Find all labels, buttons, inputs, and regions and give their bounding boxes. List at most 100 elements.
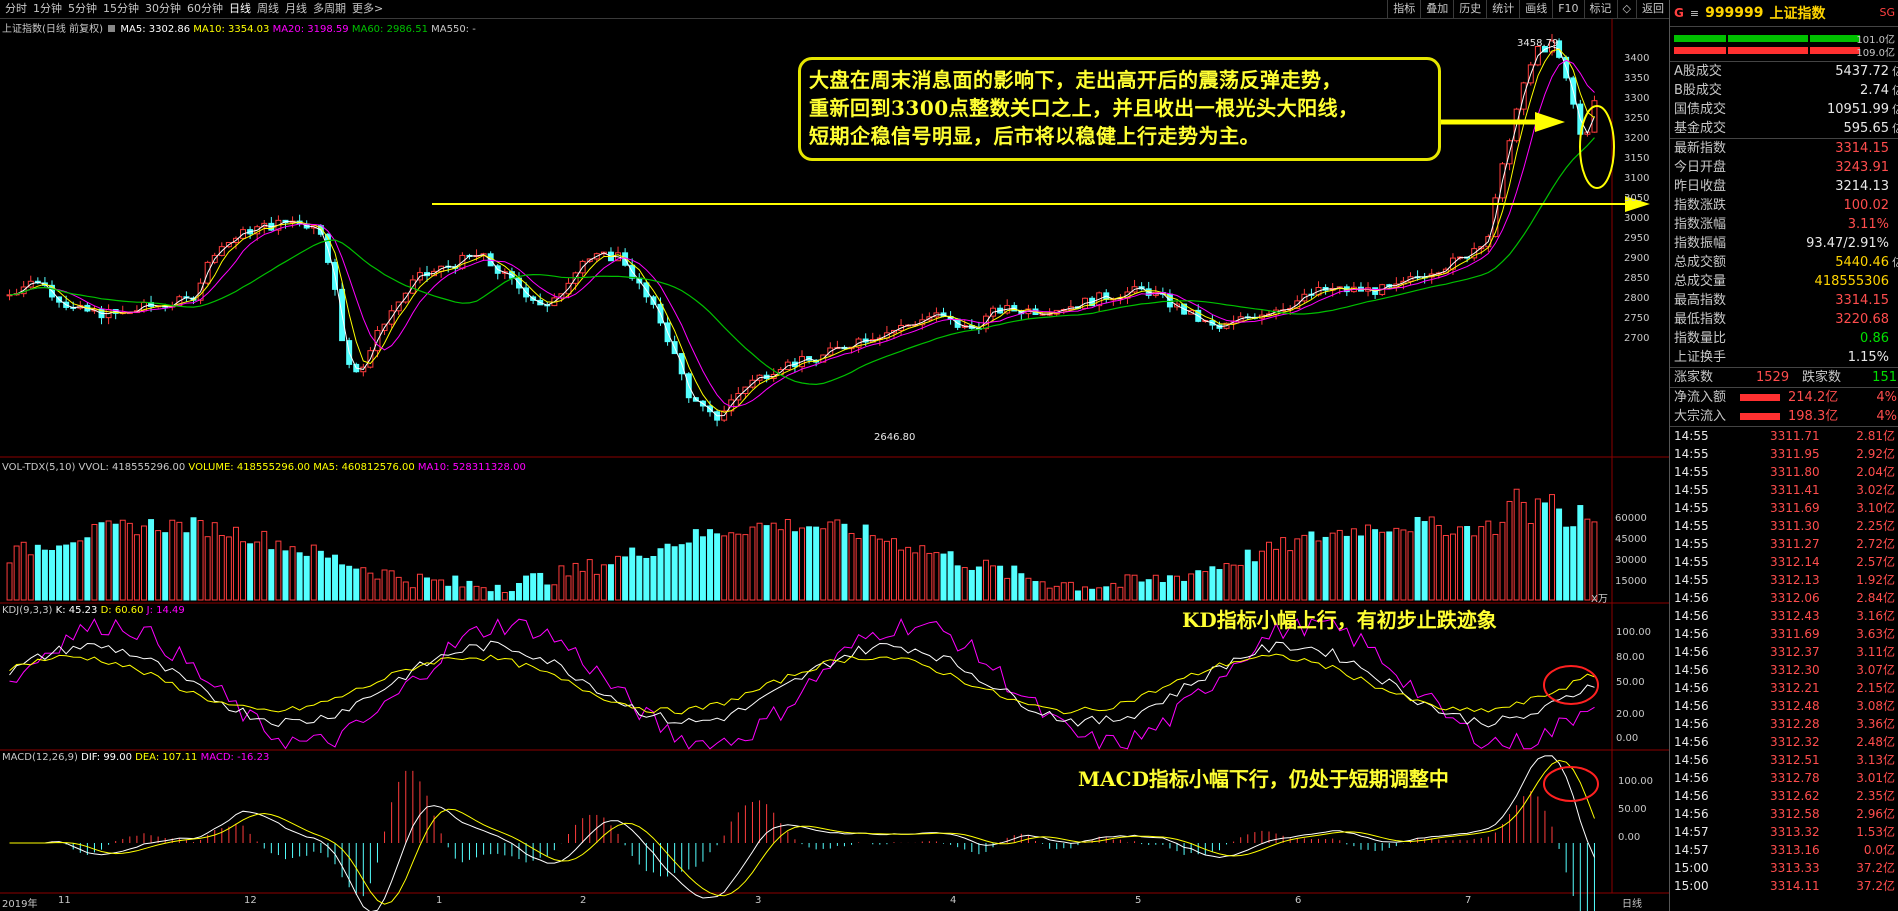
volume-bar xyxy=(537,572,544,601)
tab-4[interactable]: 30分钟 xyxy=(145,2,181,15)
ma5-line xyxy=(9,45,1595,417)
volume-bar xyxy=(501,592,508,601)
kdj-j-line xyxy=(9,617,1595,750)
volume-bar xyxy=(1301,534,1308,601)
volume-bar xyxy=(1124,574,1131,601)
tick-list[interactable]: 14:55 3311.71 2.81亿 14:55 3311.95 2.92亿 14:55 3… xyxy=(1670,426,1898,895)
quote-row-label: 基金成交 xyxy=(1674,121,1727,136)
callout-arrow-head-icon xyxy=(1535,112,1565,132)
breadth-row: 涨家数 1529 跌家数 151 xyxy=(1670,367,1898,387)
tab-0[interactable]: 分时 xyxy=(5,2,27,15)
tab-10[interactable]: 更多> xyxy=(352,2,384,15)
tick-time: 14:55 xyxy=(1674,537,1709,551)
tick-time: 14:56 xyxy=(1674,717,1709,731)
volume-bar xyxy=(1223,563,1230,601)
tick-row: 14:56 3312.62 2.35亿 xyxy=(1670,787,1898,805)
tick-price: 3314.11 xyxy=(1770,879,1820,893)
tool-button-2[interactable]: 历史 xyxy=(1453,0,1486,18)
tool-button-4[interactable]: 画线 xyxy=(1519,0,1552,18)
volume-bar xyxy=(1414,516,1421,601)
macd-tick-label: 100.00 xyxy=(1618,776,1653,787)
volume-bar xyxy=(1110,582,1117,601)
volume-bar xyxy=(1435,524,1442,601)
volume-bar xyxy=(898,549,905,601)
volume-bar xyxy=(247,543,254,601)
volume-bar xyxy=(1131,574,1138,601)
tick-volume: 3.01亿 xyxy=(1856,771,1895,785)
tab-2[interactable]: 5分钟 xyxy=(68,2,97,15)
volume-bar xyxy=(1251,561,1258,601)
tick-row: 14:55 3311.69 3.10亿 xyxy=(1670,499,1898,517)
volume-bar xyxy=(438,579,445,601)
tab-1[interactable]: 1分钟 xyxy=(33,2,62,15)
kdj-legend: KDJ(9,3,3) K: 45.23 D: 60.60 J: 14.49 xyxy=(2,605,185,616)
volume-bar xyxy=(1060,582,1067,601)
tick-volume: 2.04亿 xyxy=(1856,465,1895,479)
menu-icon[interactable]: ≡ xyxy=(1689,6,1700,20)
flow-rows: 净流入额 214.2亿 4% 大宗流入 198.3亿 4% xyxy=(1670,387,1898,426)
quote-row-label: 指数量比 xyxy=(1674,331,1727,346)
quote-row-value: 5440.46 xyxy=(1835,255,1889,270)
chart-area[interactable]: 分时 1分钟 5分钟 15分钟 30分钟 60分钟 日线 周线 月线 多周期 更多> 指标 叠加 历史统… xyxy=(0,0,1669,911)
quote-header: G ≡ 999999 上证指数 SG xyxy=(1670,0,1898,27)
volume-bar xyxy=(1138,581,1145,601)
tick-price: 3311.30 xyxy=(1770,519,1820,533)
volume-bar xyxy=(1428,516,1435,601)
flow-label: 大宗流入 xyxy=(1674,409,1727,424)
quote-row-unit: 亿 xyxy=(1892,103,1898,116)
volume-bar xyxy=(34,544,41,601)
volume-bar xyxy=(820,528,827,601)
volume-bar xyxy=(367,572,374,601)
volume-bar xyxy=(27,554,34,601)
bar-label-2: 109.0亿 xyxy=(1856,48,1895,59)
tool-button-7[interactable]: ◇ xyxy=(1616,0,1636,18)
tool-button-6[interactable]: 标记 xyxy=(1583,0,1617,18)
volume-bar xyxy=(466,580,473,601)
volume-bar xyxy=(827,521,834,601)
date-tick-label: 12 xyxy=(244,895,257,906)
tick-row: 15:00 3314.11 37.2亿 xyxy=(1670,877,1898,895)
tool-button-0[interactable]: 指标 xyxy=(1387,0,1420,18)
volume-bar xyxy=(155,530,162,601)
volume-bar xyxy=(565,575,572,601)
volume-bar xyxy=(296,552,303,601)
volume-bar xyxy=(1046,587,1053,601)
tab-5[interactable]: 60分钟 xyxy=(187,2,223,15)
volume-bar xyxy=(777,529,784,601)
tick-price: 3312.32 xyxy=(1770,735,1820,749)
volume-bar xyxy=(1294,538,1301,601)
volume-bar xyxy=(409,587,416,601)
tick-volume: 2.25亿 xyxy=(1856,519,1895,533)
quote-row-label: 今日开盘 xyxy=(1674,160,1727,175)
ma20-line xyxy=(9,59,1595,408)
tick-volume: 2.96亿 xyxy=(1856,807,1895,821)
tab-6[interactable]: 日线 xyxy=(229,2,251,15)
tick-row: 14:56 3312.06 2.84亿 xyxy=(1670,589,1898,607)
quote-row-label: 最高指数 xyxy=(1674,293,1727,308)
quote-row: 昨日收盘 3214.13 xyxy=(1670,177,1898,196)
volume-bar xyxy=(1089,588,1096,601)
tick-row: 14:55 3312.13 1.92亿 xyxy=(1670,571,1898,589)
volume-bar xyxy=(1379,531,1386,601)
quote-panel: G ≡ 999999 上证指数 SG 101.0亿 109.0亿 A股成交 543… xyxy=(1669,0,1898,911)
tab-8[interactable]: 月线 xyxy=(285,2,307,15)
flow-label: 净流入额 xyxy=(1674,390,1727,405)
tab-9[interactable]: 多周期 xyxy=(313,2,346,15)
tool-button-1[interactable]: 叠加 xyxy=(1420,0,1453,18)
tick-volume: 2.35亿 xyxy=(1856,789,1895,803)
bar-green-3 xyxy=(1810,35,1860,42)
chart-canvas[interactable] xyxy=(0,0,1669,911)
tool-button-3[interactable]: 统计 xyxy=(1486,0,1519,18)
tab-3[interactable]: 15分钟 xyxy=(103,2,139,15)
volume-bar xyxy=(105,520,112,601)
volume-bar xyxy=(317,550,324,601)
tool-button-5[interactable]: F10 xyxy=(1552,0,1583,18)
tool-button-8[interactable]: 返回 xyxy=(1636,0,1669,18)
tick-time: 14:56 xyxy=(1674,681,1709,695)
quote-row: 指数量比 0.86 xyxy=(1670,329,1898,348)
tick-price: 3312.58 xyxy=(1770,807,1820,821)
volume-bar xyxy=(990,565,997,601)
tab-7[interactable]: 周线 xyxy=(257,2,279,15)
tick-time: 14:56 xyxy=(1674,789,1709,803)
tick-row: 14:56 3312.43 3.16亿 xyxy=(1670,607,1898,625)
